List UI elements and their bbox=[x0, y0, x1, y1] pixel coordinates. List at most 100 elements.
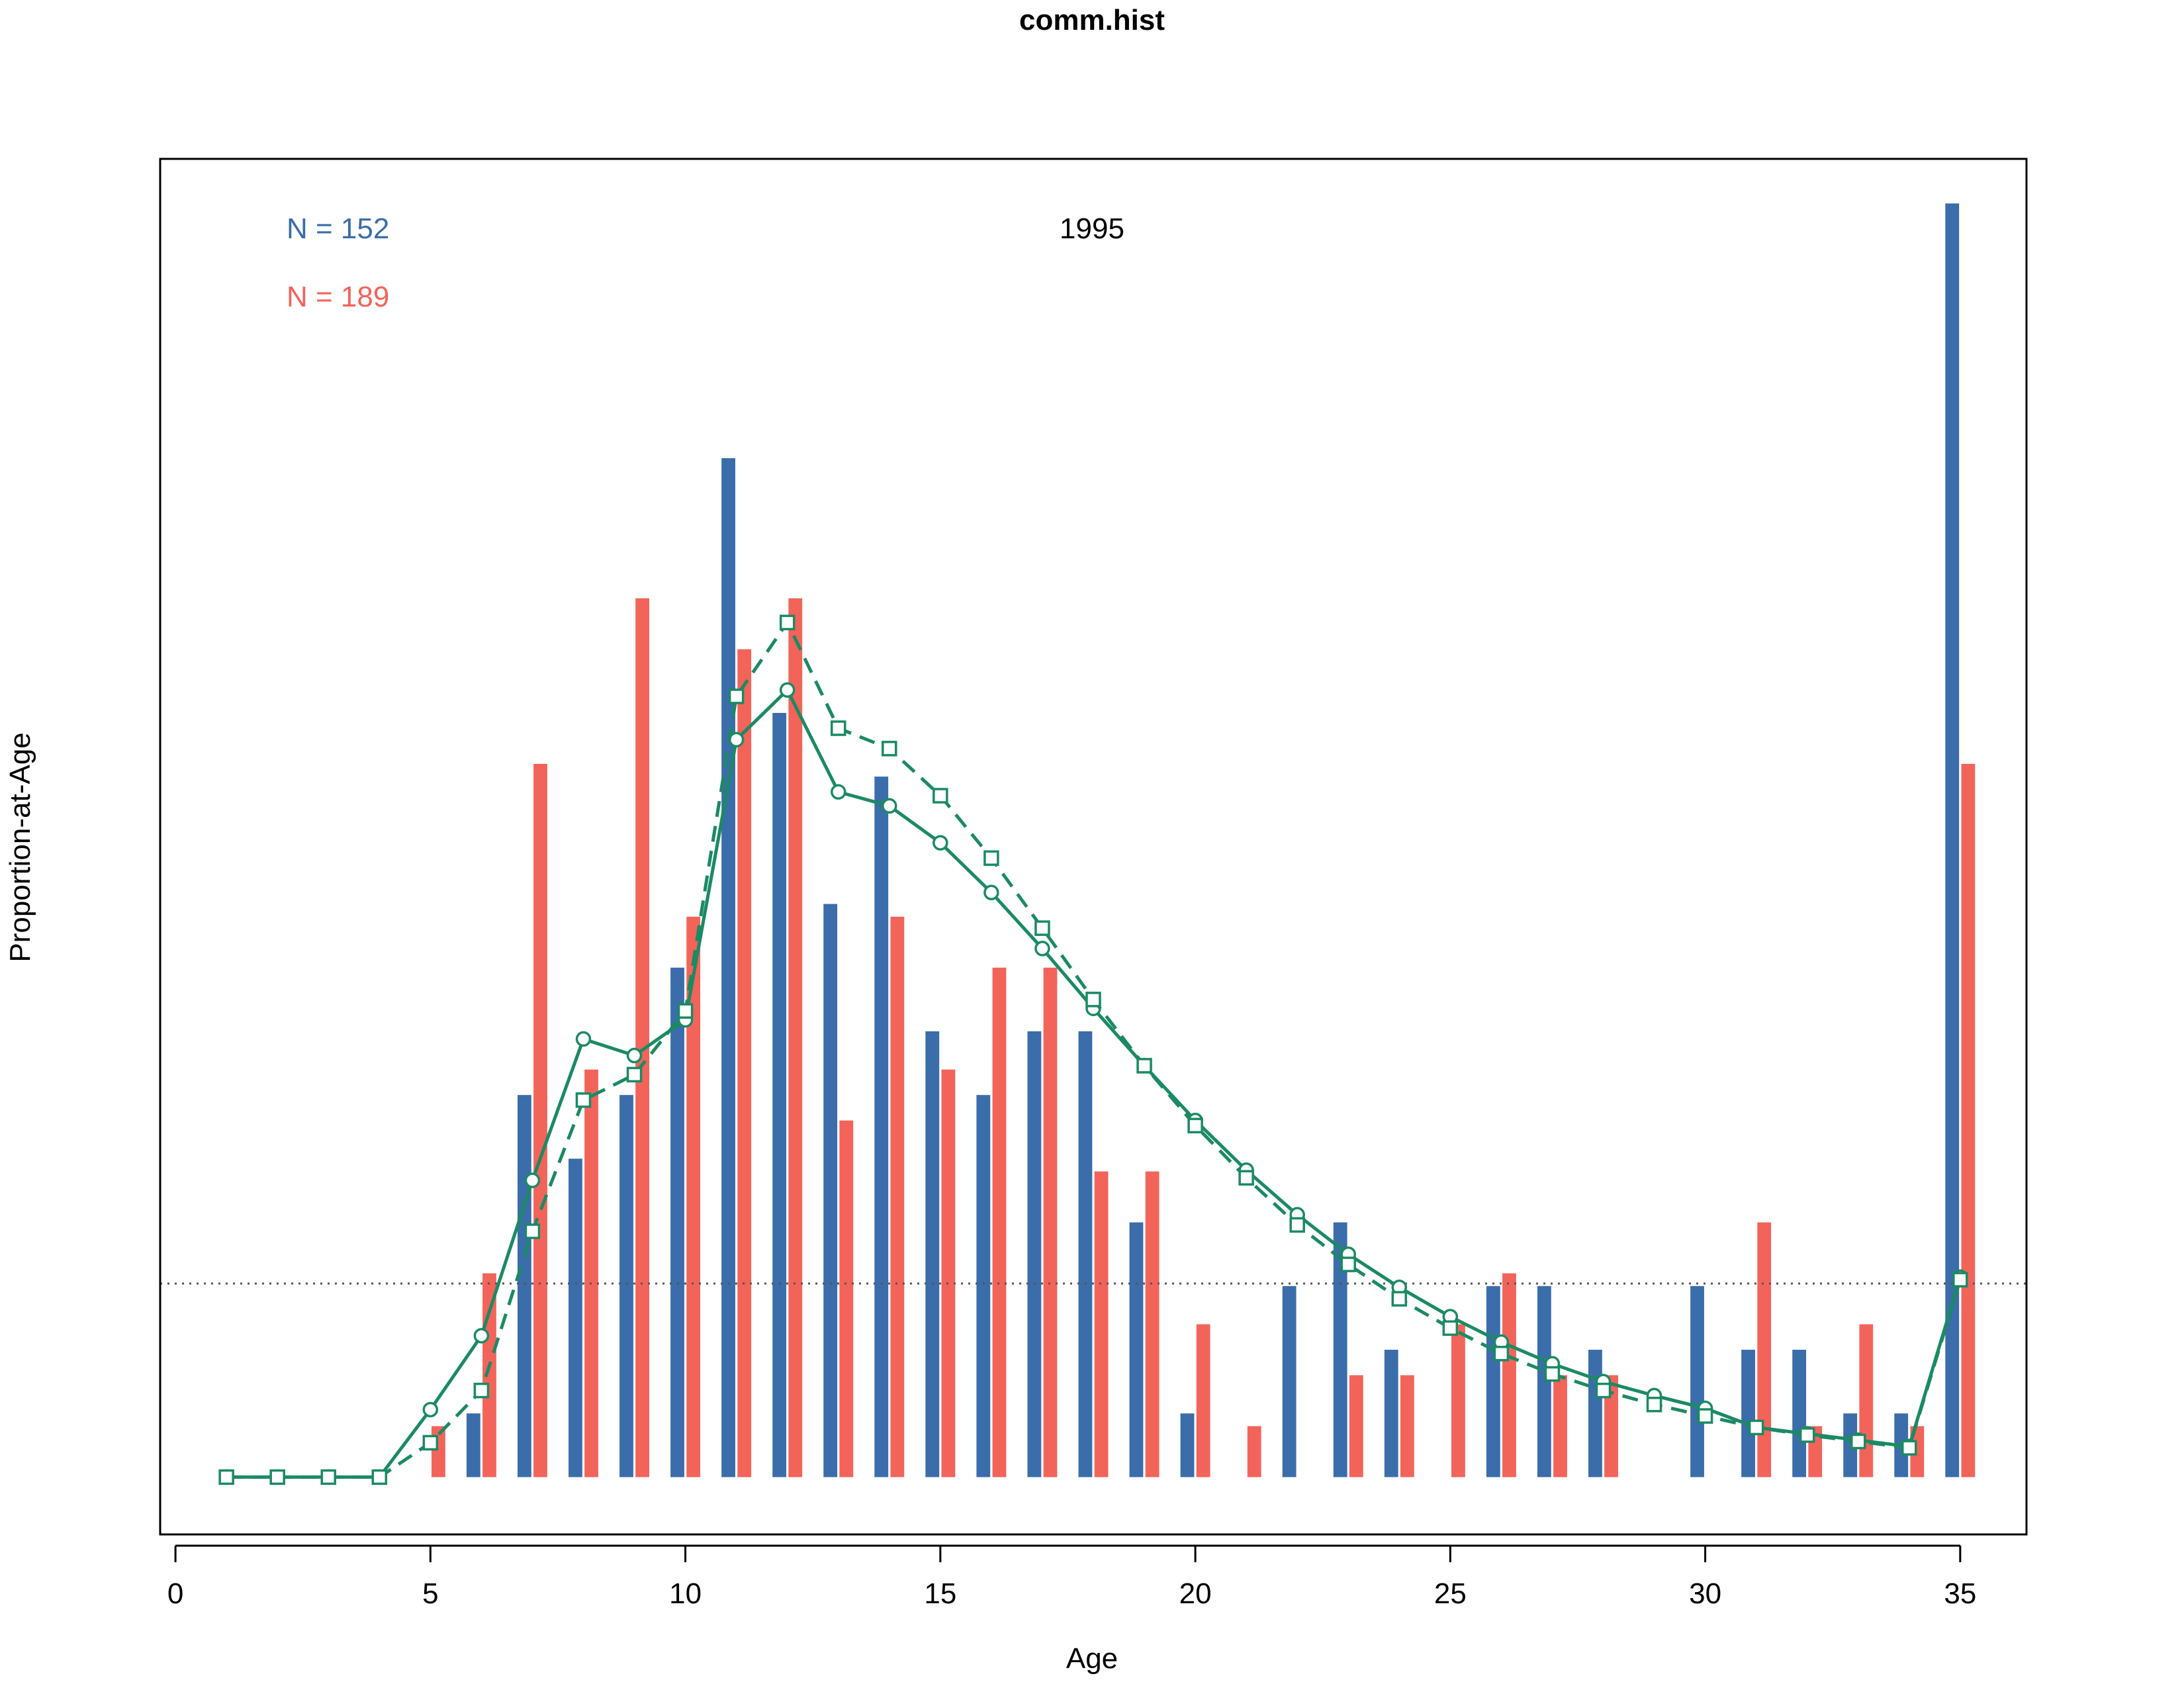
bar-s1-age-8 bbox=[569, 1158, 582, 1477]
bar-s1-age-14 bbox=[874, 776, 889, 1477]
point-line-2-age-14 bbox=[882, 741, 897, 757]
point-line-2-age-31 bbox=[1748, 1419, 1764, 1436]
point-line-2-age-23 bbox=[1340, 1256, 1356, 1272]
bar-s2-age-33 bbox=[1859, 1324, 1874, 1477]
x-tick-label-20: 20 bbox=[1179, 1577, 1212, 1610]
bar-s2-age-16 bbox=[992, 967, 1007, 1477]
bar-s2-age-14 bbox=[890, 916, 905, 1477]
point-line-2-age-6 bbox=[473, 1382, 490, 1399]
bar-s2-age-21 bbox=[1247, 1426, 1261, 1477]
point-line-2-age-28 bbox=[1595, 1382, 1612, 1399]
bar-s2-age-20 bbox=[1196, 1324, 1210, 1477]
point-line-2-age-3 bbox=[320, 1469, 337, 1485]
bar-s2-age-31 bbox=[1757, 1222, 1772, 1477]
point-line-1-age-8 bbox=[575, 1031, 592, 1047]
point-line-2-age-17 bbox=[1034, 920, 1050, 936]
point-line-1-age-6 bbox=[473, 1328, 490, 1344]
point-line-2-age-24 bbox=[1391, 1291, 1408, 1307]
bar-s1-age-31 bbox=[1741, 1350, 1755, 1477]
y-axis-label: Proportion-at-Age bbox=[4, 732, 36, 962]
bar-s1-age-15 bbox=[925, 1031, 940, 1477]
point-line-1-age-17 bbox=[1034, 941, 1050, 957]
point-line-2-age-34 bbox=[1901, 1440, 1917, 1456]
bar-s1-age-27 bbox=[1537, 1286, 1551, 1477]
point-line-1-age-15 bbox=[933, 835, 948, 851]
bar-s1-age-23 bbox=[1333, 1222, 1347, 1477]
point-line-2-age-7 bbox=[524, 1223, 541, 1239]
bar-s1-age-32 bbox=[1792, 1350, 1807, 1477]
bar-s2-age-28 bbox=[1604, 1375, 1618, 1477]
bar-s2-age-10 bbox=[686, 916, 701, 1477]
bar-s2-age-26 bbox=[1502, 1273, 1516, 1477]
bar-s2-age-19 bbox=[1145, 1171, 1160, 1477]
panel-year-label: 1995 bbox=[1060, 212, 1124, 245]
x-tick-label-0: 0 bbox=[167, 1577, 183, 1610]
x-tick-label-35: 35 bbox=[1944, 1577, 1976, 1610]
bar-s2-age-18 bbox=[1094, 1171, 1109, 1477]
bar-s1-age-13 bbox=[823, 904, 838, 1477]
bar-s1-age-6 bbox=[466, 1413, 480, 1477]
point-line-2-age-1 bbox=[218, 1469, 234, 1485]
bar-s2-age-11 bbox=[737, 649, 752, 1477]
plot-frame bbox=[159, 158, 2028, 1536]
point-line-2-age-5 bbox=[422, 1434, 439, 1451]
point-line-2-age-27 bbox=[1544, 1366, 1561, 1382]
bar-s1-age-33 bbox=[1843, 1413, 1858, 1477]
point-line-2-age-8 bbox=[575, 1092, 592, 1108]
bar-s1-age-9 bbox=[619, 1095, 633, 1477]
bar-s1-age-18 bbox=[1078, 1031, 1093, 1477]
bar-s2-age-23 bbox=[1349, 1375, 1363, 1477]
x-tick-label-30: 30 bbox=[1689, 1577, 1721, 1610]
bar-s2-age-15 bbox=[941, 1069, 956, 1477]
point-line-1-age-14 bbox=[882, 798, 897, 814]
point-line-2-age-16 bbox=[983, 850, 999, 867]
point-line-2-age-22 bbox=[1289, 1217, 1305, 1233]
point-line-2-age-30 bbox=[1697, 1408, 1713, 1424]
point-line-2-age-18 bbox=[1085, 992, 1101, 1008]
bar-s2-age-8 bbox=[584, 1069, 598, 1477]
bar-s1-age-24 bbox=[1384, 1350, 1398, 1477]
bar-s1-age-11 bbox=[721, 458, 735, 1477]
legend-entry-red: N = 189 bbox=[287, 281, 389, 313]
bar-s1-age-26 bbox=[1486, 1286, 1500, 1477]
legend-entry-blue: N = 152 bbox=[287, 212, 389, 245]
point-line-2-age-33 bbox=[1850, 1433, 1866, 1450]
point-line-2-age-12 bbox=[779, 614, 796, 631]
bar-s2-age-35 bbox=[1961, 763, 1976, 1477]
bar-s1-age-16 bbox=[976, 1095, 991, 1477]
bar-s2-age-13 bbox=[839, 1120, 854, 1477]
point-line-2-age-26 bbox=[1493, 1346, 1510, 1362]
bar-s1-age-17 bbox=[1027, 1031, 1042, 1477]
bar-s2-age-7 bbox=[533, 763, 547, 1477]
bar-s2-age-12 bbox=[788, 598, 803, 1477]
bar-s1-age-20 bbox=[1180, 1413, 1195, 1477]
bar-s1-age-19 bbox=[1129, 1222, 1144, 1477]
point-line-2-age-10 bbox=[677, 1003, 694, 1019]
x-tick-label-5: 5 bbox=[422, 1577, 438, 1610]
bar-s1-age-10 bbox=[670, 967, 684, 1477]
point-line-2-age-29 bbox=[1646, 1396, 1662, 1413]
bar-s2-age-17 bbox=[1043, 967, 1058, 1477]
point-line-2-age-2 bbox=[269, 1469, 285, 1485]
x-axis-label: Age bbox=[1066, 1642, 1118, 1675]
bar-s1-age-35 bbox=[1945, 203, 1960, 1477]
bar-s1-age-12 bbox=[772, 712, 787, 1477]
point-line-2-age-32 bbox=[1799, 1427, 1815, 1443]
x-tick-label-15: 15 bbox=[924, 1577, 956, 1610]
point-line-1-age-16 bbox=[983, 884, 999, 901]
x-tick-label-25: 25 bbox=[1434, 1577, 1467, 1610]
point-line-1-age-12 bbox=[779, 682, 796, 698]
point-line-2-age-9 bbox=[626, 1066, 643, 1083]
point-line-2-age-15 bbox=[933, 788, 948, 804]
point-line-1-age-13 bbox=[831, 784, 846, 800]
point-line-2-age-35 bbox=[1952, 1272, 1968, 1288]
chart-title: comm.hist bbox=[1019, 4, 1165, 36]
point-line-2-age-20 bbox=[1187, 1117, 1203, 1134]
point-line-1-age-5 bbox=[422, 1401, 439, 1418]
point-line-2-age-13 bbox=[831, 720, 846, 736]
point-line-2-age-21 bbox=[1238, 1170, 1254, 1186]
bar-s2-age-34 bbox=[1910, 1426, 1925, 1477]
bar-s2-age-24 bbox=[1400, 1375, 1414, 1477]
point-line-1-age-9 bbox=[626, 1047, 643, 1064]
